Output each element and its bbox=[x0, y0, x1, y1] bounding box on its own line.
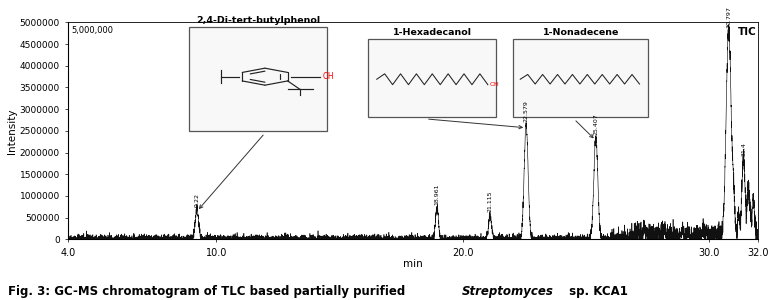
X-axis label: min: min bbox=[404, 259, 423, 269]
Text: Streptomyces: Streptomyces bbox=[462, 286, 553, 298]
Text: 5,000,000: 5,000,000 bbox=[71, 26, 114, 34]
Text: 9.22: 9.22 bbox=[195, 193, 199, 207]
Text: 2,4-Di-tert-butylphenol: 2,4-Di-tert-butylphenol bbox=[196, 16, 320, 25]
Text: sp. KCA1: sp. KCA1 bbox=[565, 286, 628, 298]
Text: 1-Nonadecene: 1-Nonadecene bbox=[542, 28, 618, 37]
FancyBboxPatch shape bbox=[189, 27, 327, 131]
Text: 21.115: 21.115 bbox=[487, 191, 493, 212]
Text: TIC: TIC bbox=[738, 27, 757, 37]
FancyBboxPatch shape bbox=[369, 39, 496, 117]
Text: 31.4: 31.4 bbox=[741, 142, 746, 156]
Text: 22.579: 22.579 bbox=[524, 100, 528, 122]
Text: 1-Hexadecanol: 1-Hexadecanol bbox=[393, 28, 472, 37]
Text: OH: OH bbox=[490, 82, 500, 87]
Text: 25.407: 25.407 bbox=[594, 113, 598, 135]
Text: OH: OH bbox=[323, 72, 334, 81]
Text: Fig. 3: GC-MS chromatogram of TLC based partially purified: Fig. 3: GC-MS chromatogram of TLC based … bbox=[8, 286, 409, 298]
Text: 30.797: 30.797 bbox=[726, 7, 731, 28]
Y-axis label: Intensity: Intensity bbox=[7, 108, 17, 154]
FancyBboxPatch shape bbox=[514, 39, 648, 117]
Text: 18.961: 18.961 bbox=[435, 183, 439, 205]
